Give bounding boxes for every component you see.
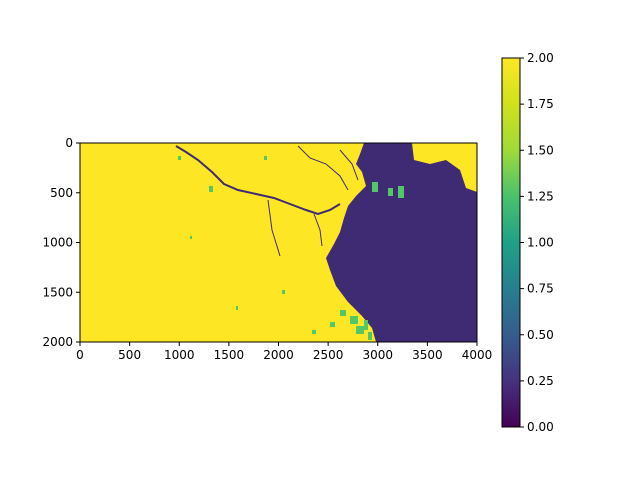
river-channel [175, 145, 341, 216]
colorbar-tick-label: 0.00 [527, 420, 554, 434]
x-axis: 0 500 1000 1500 2000 2500 3000 3500 4000 [76, 342, 492, 362]
y-tick-label: 0 [65, 136, 73, 150]
y-tick-label: 1500 [42, 285, 73, 299]
x-tick-label: 0 [76, 348, 84, 362]
x-tick-label: 2500 [313, 348, 344, 362]
river-channel-2 [267, 145, 359, 257]
colorbar-tick-label: 1.25 [527, 189, 554, 203]
upper-water-patch [366, 143, 410, 176]
water-region [326, 143, 477, 342]
y-tick-label: 500 [50, 186, 73, 200]
x-tick-label: 3500 [412, 348, 443, 362]
colorbar-tick-label: 0.75 [527, 282, 554, 296]
colorbar [501, 57, 521, 428]
colorbar-tick-label: 1.75 [527, 97, 554, 111]
colorbar-axis: 0.00 0.25 0.50 0.75 1.00 1.25 1.50 1.75 2.00 [520, 51, 554, 434]
colorbar-tick-label: 0.50 [527, 328, 554, 342]
x-tick-label: 3000 [362, 348, 393, 362]
x-tick-label: 1000 [164, 348, 195, 362]
scattered-mixed-pixels [178, 156, 404, 340]
y-tick-label: 2000 [42, 335, 73, 349]
x-tick-label: 500 [118, 348, 141, 362]
x-tick-label: 1500 [214, 348, 245, 362]
y-tick-label: 1000 [42, 236, 73, 250]
heatmap-image [80, 143, 477, 342]
x-tick-label: 4000 [462, 348, 493, 362]
x-tick-label: 2000 [263, 348, 294, 362]
colorbar-tick-label: 1.50 [527, 143, 554, 157]
colorbar-tick-label: 1.00 [527, 236, 554, 250]
y-axis: 0 500 1000 1500 2000 [42, 136, 80, 349]
colorbar-tick-label: 2.00 [527, 51, 554, 65]
colorbar-tick-label: 0.25 [527, 374, 554, 388]
